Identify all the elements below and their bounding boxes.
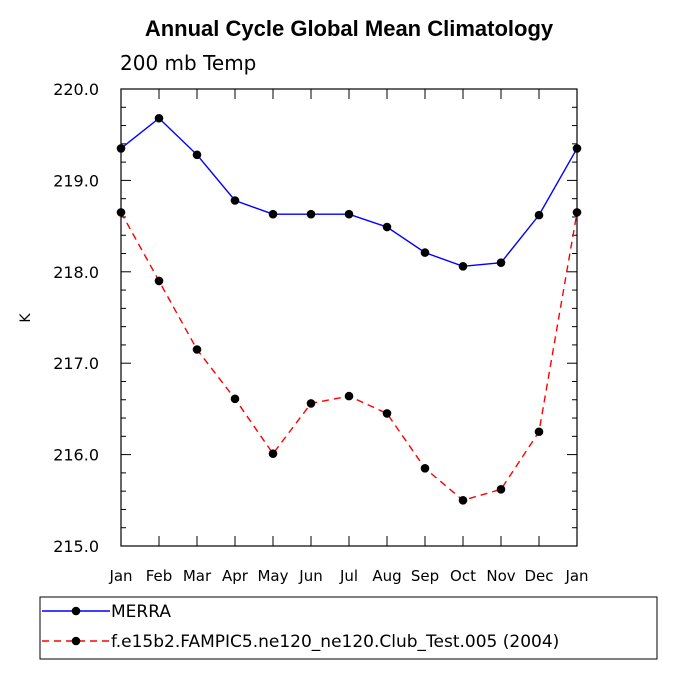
data-point [230, 394, 240, 404]
legend-marker-2 [71, 636, 81, 646]
x-tick-label: Oct [450, 567, 476, 585]
data-point [420, 248, 430, 257]
data-point [154, 276, 164, 286]
x-tick-label: Feb [146, 567, 173, 585]
series-1 [116, 113, 582, 271]
y-axis-label: K [18, 313, 34, 323]
data-point [268, 449, 278, 458]
data-point [116, 144, 126, 153]
x-tick-label: Jan [564, 567, 588, 585]
data-point [344, 391, 354, 401]
data-point [382, 222, 392, 232]
legend-marker-1 [71, 606, 81, 616]
series-group [116, 113, 582, 505]
y-tick-label: 215.0 [53, 537, 99, 556]
legend: MERRA f.e15b2.FAMPIC5.ne120_ne120.Club_Te… [42, 602, 559, 652]
data-point [116, 208, 126, 217]
series-2 [116, 208, 582, 505]
chart-subtitle: 200 mb Temp [120, 51, 256, 75]
legend-box [39, 596, 658, 660]
legend-entry-1: MERRA [111, 602, 171, 622]
data-point [534, 210, 544, 220]
data-point [458, 496, 468, 505]
x-tick-label: Jun [298, 567, 322, 585]
series-line [120, 212, 578, 502]
x-tick-label: Apr [222, 567, 249, 585]
x-tick-label: Mar [183, 567, 212, 585]
data-point [534, 427, 544, 437]
data-point [154, 113, 164, 123]
x-tick-label: Jul [339, 567, 358, 585]
x-tick-label: Sep [411, 567, 439, 585]
legend-entry-2: f.e15b2.FAMPIC5.ne120_ne120.Club_Test.00… [111, 632, 559, 652]
series-line [120, 117, 578, 268]
data-point [572, 144, 582, 153]
y-tick-label: 217.0 [53, 354, 99, 373]
y-tick-label: 216.0 [53, 446, 99, 465]
data-point [192, 345, 202, 354]
data-point [306, 209, 316, 219]
y-tick-label: 219.0 [53, 171, 99, 190]
data-point [496, 485, 506, 494]
data-point [192, 150, 202, 160]
data-point [420, 464, 430, 473]
data-point [230, 196, 240, 205]
data-point [344, 209, 354, 219]
data-point [496, 258, 506, 267]
data-point [268, 209, 278, 219]
x-tick-label: Jan [108, 567, 132, 585]
y-tick-label: 218.0 [53, 263, 99, 282]
data-point [382, 409, 392, 418]
x-tick-label: Dec [524, 567, 553, 585]
x-tick-label: Nov [486, 567, 515, 585]
y-tick-label: 220.0 [53, 80, 99, 99]
x-tick-label: Aug [372, 567, 401, 585]
x-tick-label: May [257, 567, 288, 585]
chart-title: Annual Cycle Global Mean Climatology [145, 16, 554, 41]
data-point [572, 208, 582, 217]
axes: 215.0 216.0 217.0 218.0 219.0 220.0 Jan Feb Mar A… [53, 80, 588, 585]
data-point [458, 262, 468, 271]
data-point [306, 399, 316, 408]
plot-frame [120, 88, 578, 547]
